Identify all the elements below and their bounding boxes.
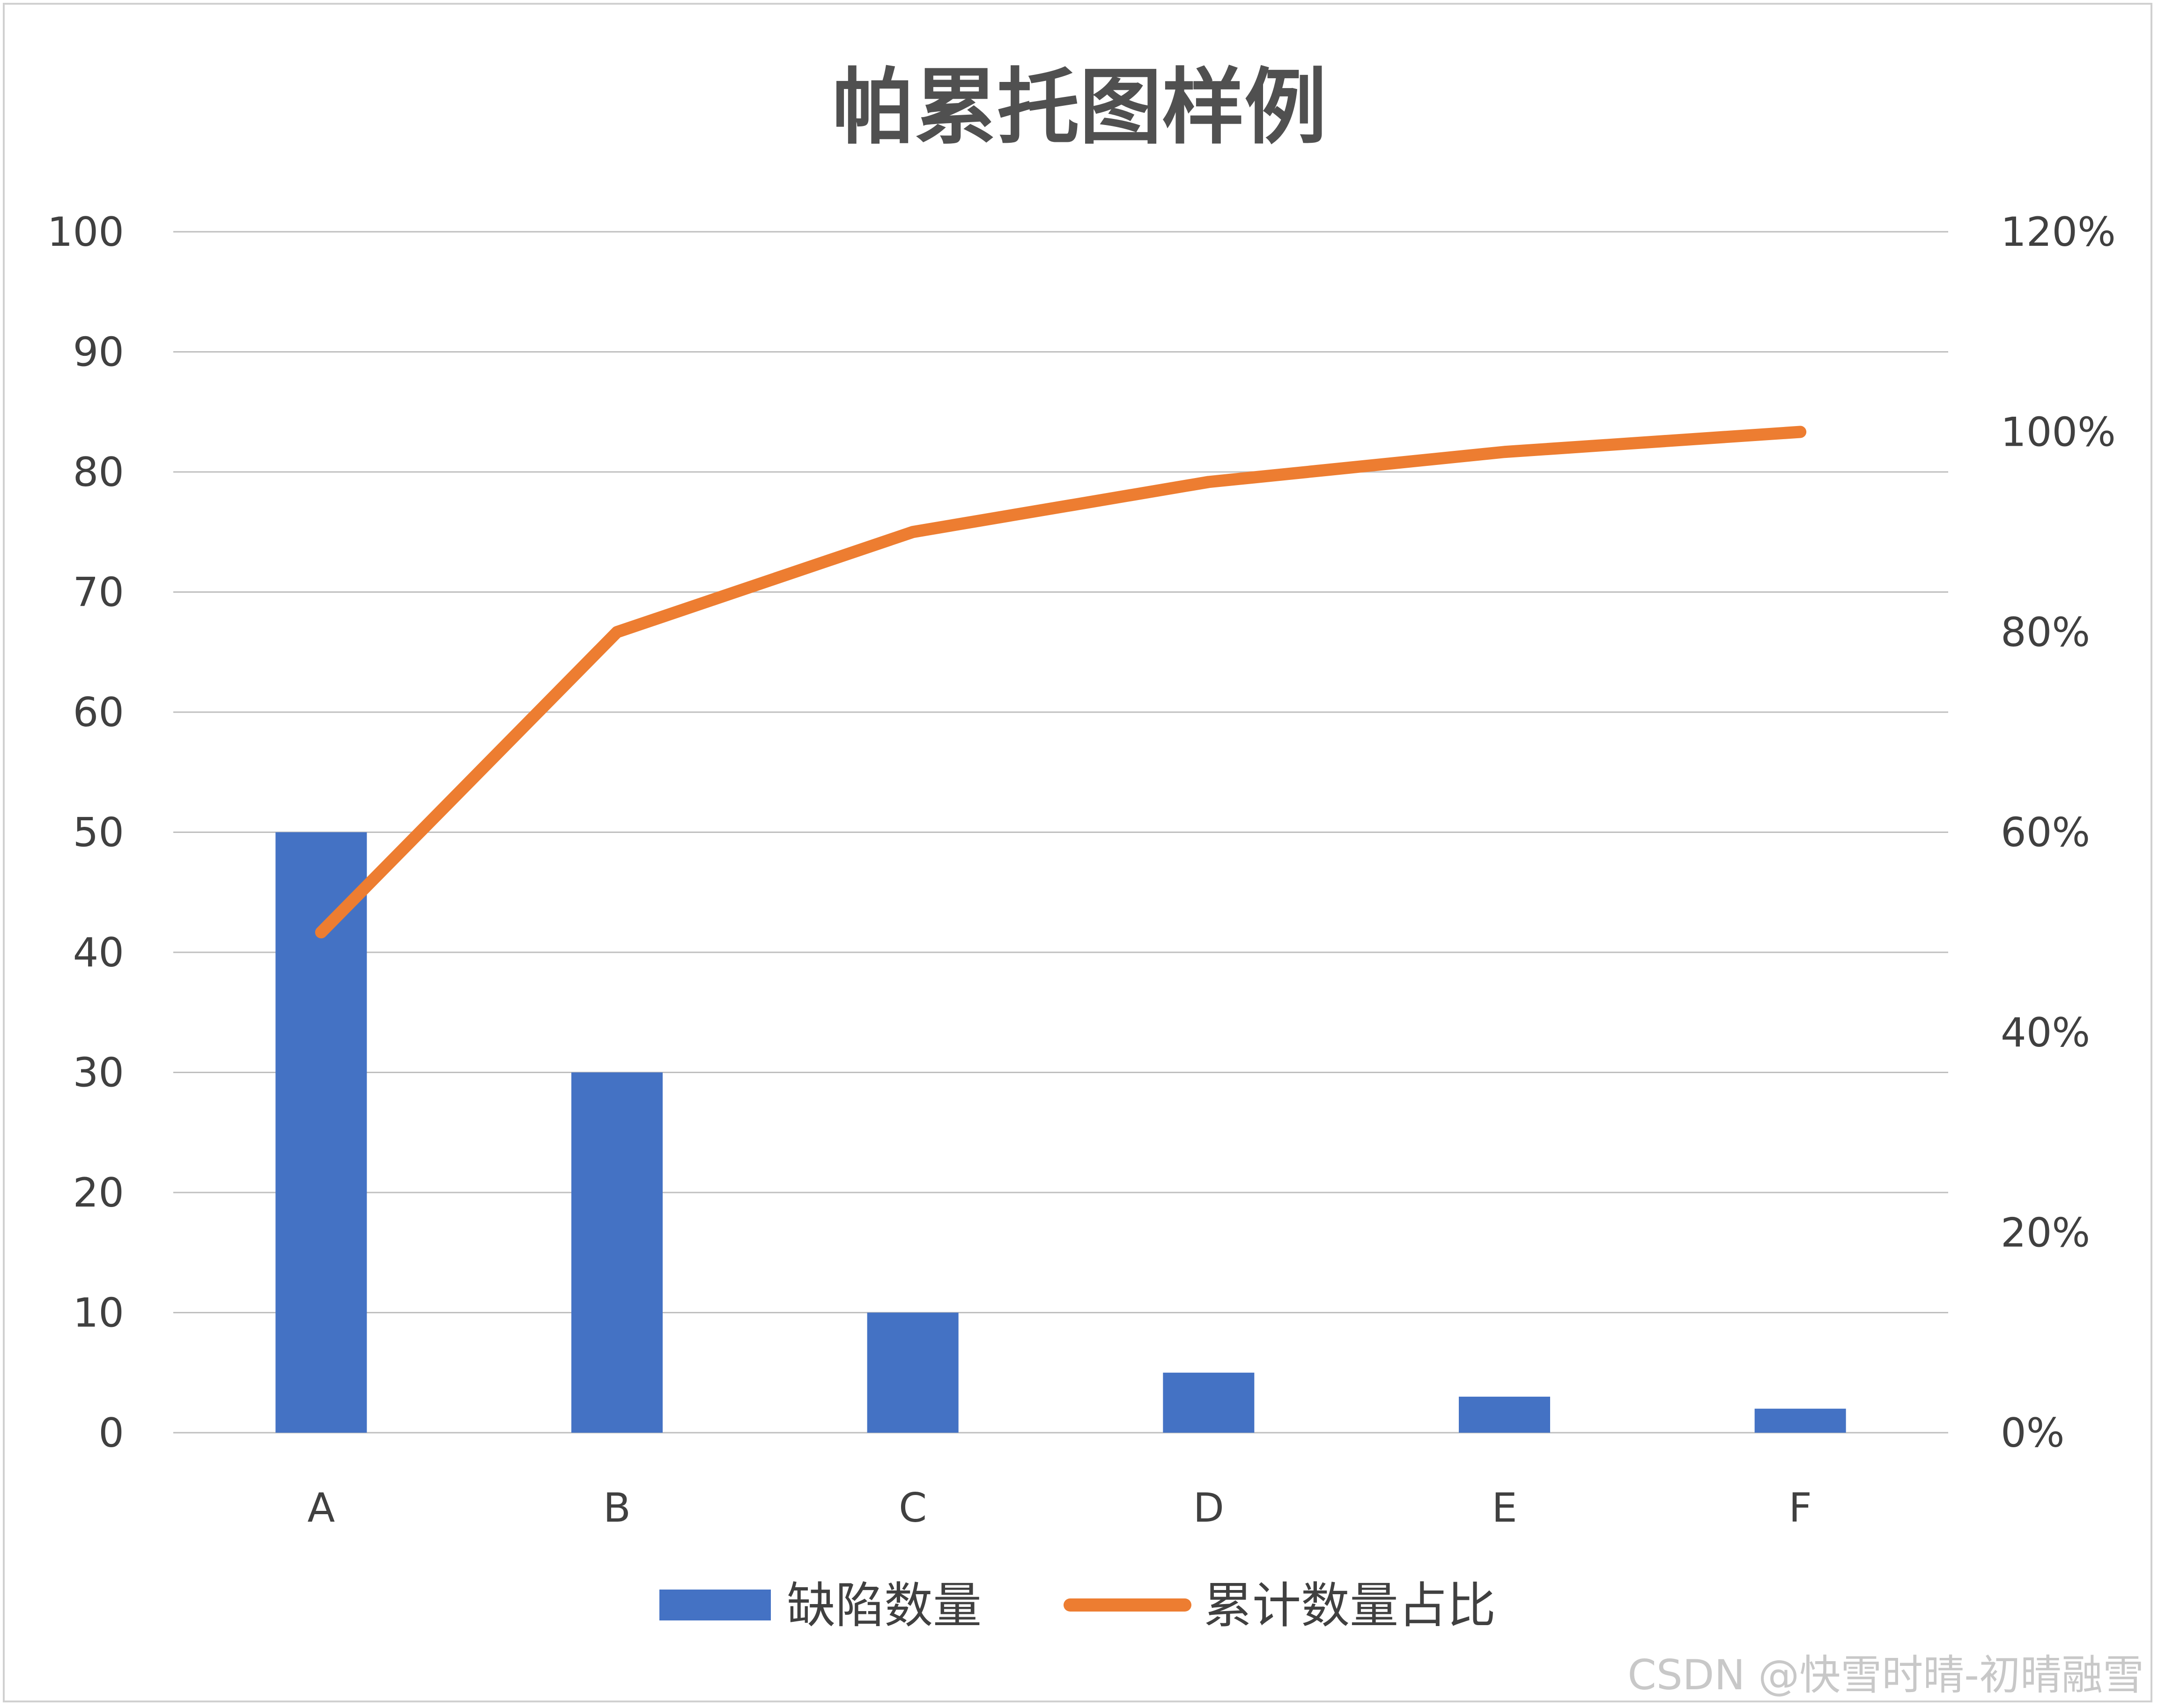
left-tick-label: 80 bbox=[73, 449, 124, 496]
pareto-chart: 帕累托图样例 0 10 20 30 40 50 60 70 80 90 100 0% 20% 40% 60… bbox=[47, 59, 2116, 1634]
category-label: F bbox=[1788, 1485, 1811, 1531]
chart-frame: 帕累托图样例 0 10 20 30 40 50 60 70 80 90 100 0% 20% 40% 60… bbox=[3, 3, 2152, 1702]
line-series-path bbox=[315, 426, 1807, 939]
bar bbox=[1459, 1397, 1550, 1433]
right-tick-label: 40% bbox=[2001, 1009, 2090, 1056]
category-label: D bbox=[1193, 1485, 1224, 1531]
legend-label-bar: 缺陷数量 bbox=[787, 1577, 982, 1634]
legend: 缺陷数量 累计数量占比 bbox=[659, 1577, 1496, 1634]
gridlines bbox=[173, 231, 1948, 1434]
category-labels: A B C D E F bbox=[307, 1485, 1811, 1531]
bar-series bbox=[275, 832, 1846, 1433]
bar bbox=[275, 832, 367, 1433]
right-tick-label: 20% bbox=[2001, 1210, 2090, 1257]
line-series bbox=[315, 426, 1807, 939]
left-tick-label: 90 bbox=[73, 329, 124, 376]
bar bbox=[867, 1312, 959, 1433]
right-axis-ticks: 0% 20% 40% 60% 80% 100% 120% bbox=[2001, 209, 2116, 1457]
bar bbox=[571, 1072, 663, 1433]
right-tick-label: 80% bbox=[2001, 609, 2090, 656]
right-tick-label: 100% bbox=[2001, 409, 2116, 456]
category-label: C bbox=[899, 1485, 927, 1531]
left-tick-label: 20 bbox=[73, 1170, 124, 1216]
left-axis-ticks: 0 10 20 30 40 50 60 70 80 90 100 bbox=[47, 209, 124, 1457]
category-label: A bbox=[307, 1485, 335, 1531]
left-tick-label: 30 bbox=[73, 1050, 124, 1097]
legend-swatch-bar bbox=[659, 1590, 771, 1620]
right-tick-label: 60% bbox=[2001, 810, 2090, 856]
left-tick-label: 60 bbox=[73, 689, 124, 736]
left-tick-label: 100 bbox=[47, 209, 124, 256]
right-tick-label: 0% bbox=[2001, 1410, 2064, 1457]
left-tick-label: 40 bbox=[73, 929, 124, 976]
category-label: E bbox=[1492, 1485, 1517, 1531]
chart-title: 帕累托图样例 bbox=[832, 59, 1327, 155]
left-tick-label: 50 bbox=[73, 810, 124, 856]
left-tick-label: 0 bbox=[98, 1410, 124, 1457]
watermark: CSDN @快雪时晴-初晴融雪 bbox=[1627, 1651, 2144, 1699]
category-label: B bbox=[603, 1485, 631, 1531]
legend-label-line: 累计数量占比 bbox=[1204, 1577, 1496, 1634]
right-tick-label: 120% bbox=[2001, 209, 2116, 256]
left-tick-label: 10 bbox=[73, 1290, 124, 1337]
bar bbox=[1754, 1408, 1846, 1433]
bar bbox=[1163, 1372, 1255, 1433]
left-tick-label: 70 bbox=[73, 569, 124, 616]
